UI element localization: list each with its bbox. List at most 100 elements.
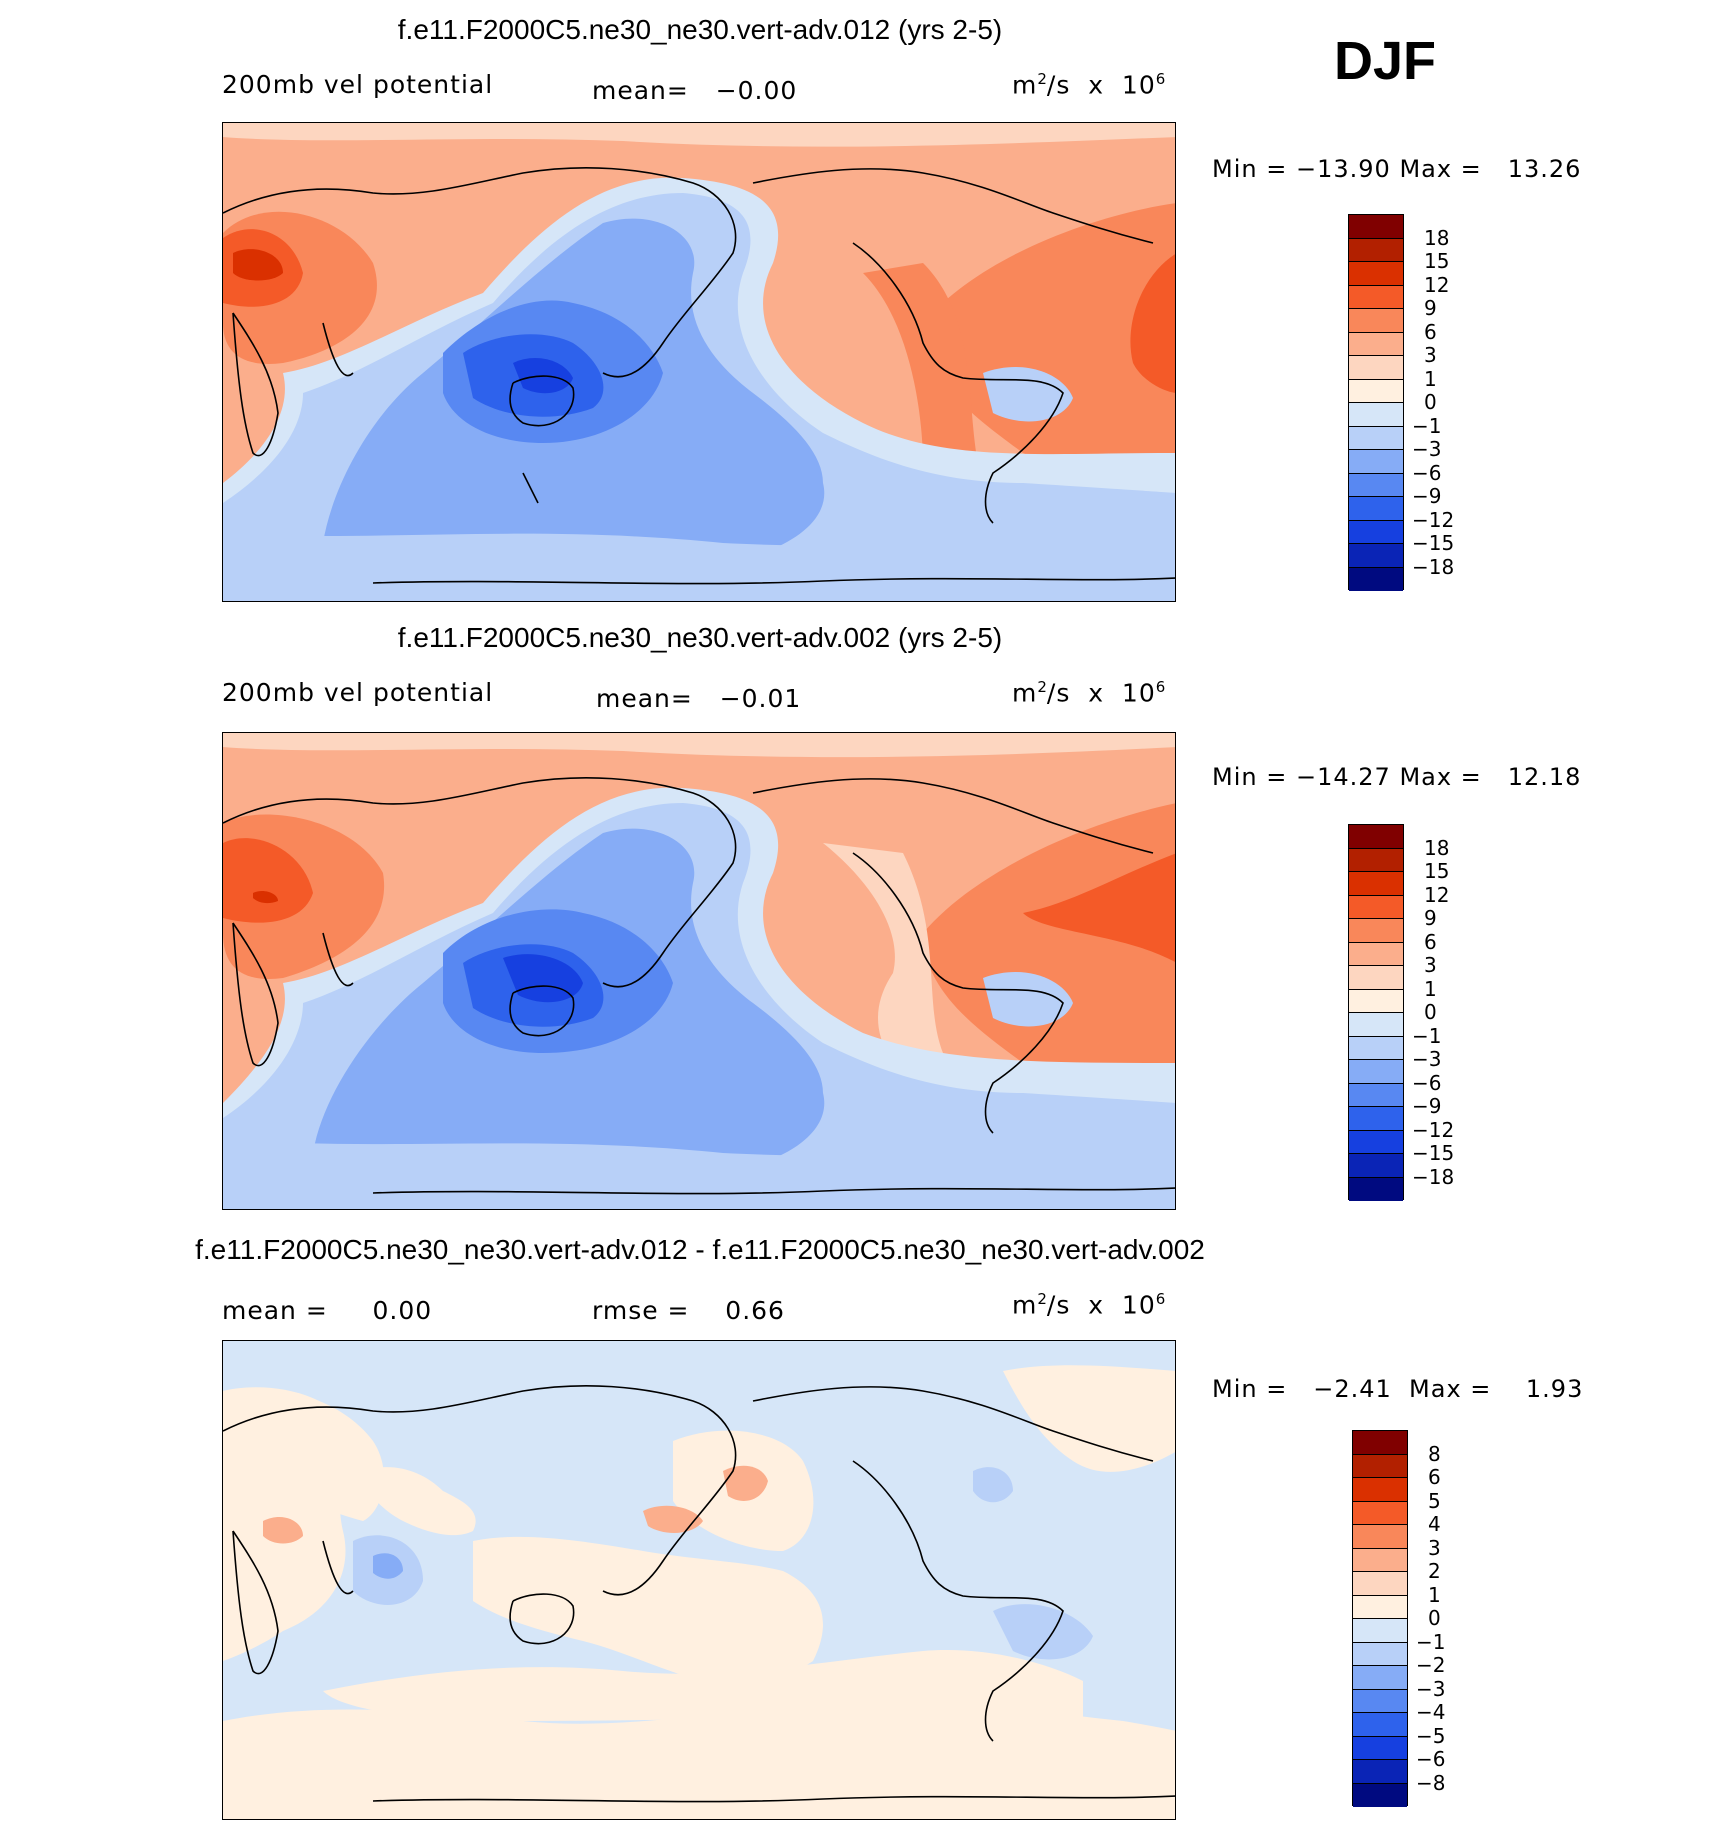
- contour-middle-east-core: [233, 249, 283, 281]
- colorbar-swatch: [1349, 309, 1403, 333]
- colorbar-swatch: [1349, 895, 1403, 919]
- mean-label: mean =: [222, 1296, 328, 1325]
- colorbar-swatch: [1349, 332, 1403, 356]
- contour-sa-blue: [983, 972, 1073, 1027]
- colorbar-swatch: [1353, 1525, 1407, 1549]
- map-top: [222, 122, 1176, 602]
- coastlines: [223, 776, 1175, 1195]
- colorbar-swatch: [1349, 1177, 1403, 1201]
- colorbar-label: 9: [1424, 296, 1437, 320]
- colorbar-swatch: [1349, 403, 1403, 427]
- contour-antarctic: [223, 533, 1175, 601]
- colorbar-label: −15: [1412, 531, 1455, 555]
- contour-arctic: [223, 733, 1175, 758]
- units-label: m2/s x 106: [1012, 70, 1166, 100]
- contour-caribbean-neg: [973, 1467, 1013, 1503]
- contour-middle-east-core: [253, 890, 278, 904]
- colorbar-label: −1: [1412, 1023, 1442, 1048]
- rmse-stat: rmse = 0.66: [592, 1296, 785, 1325]
- colorbar-label: −6: [1412, 460, 1442, 485]
- colorbar-swatch: [1349, 1154, 1403, 1178]
- colorbar-label: 9: [1424, 906, 1437, 930]
- colorbar-label: −3: [1416, 1676, 1446, 1701]
- colorbar-swatch: [1349, 356, 1403, 380]
- colorbar-label: −6: [1416, 1747, 1446, 1771]
- mean-label: mean=: [596, 684, 693, 713]
- colorbar-swatch: [1349, 966, 1403, 990]
- colorbar-swatch: [1353, 1454, 1407, 1478]
- contour-india-pos: [363, 1467, 476, 1536]
- colorbar-swatch: [1349, 1107, 1403, 1131]
- colorbar-label: 15: [1424, 249, 1450, 273]
- colorbar-swatch: [1349, 942, 1403, 966]
- map-bottom: [222, 1340, 1176, 1820]
- colorbar-label: −3: [1412, 437, 1442, 461]
- panel-title: f.e11.F2000C5.ne30_ne30.vert-adv.012 (yr…: [397, 14, 1003, 45]
- contour-americas: [863, 263, 983, 511]
- colorbar-label: 18: [1424, 835, 1450, 860]
- min-max-stat: Min = −2.41 Max = 1.93: [1212, 1375, 1584, 1403]
- max-value: 12.18: [1507, 763, 1582, 791]
- colorbar-label: 6: [1428, 1465, 1441, 1489]
- colorbar-label: 15: [1424, 859, 1450, 883]
- colorbar-label: 12: [1424, 272, 1450, 297]
- colorbar-label: −4: [1416, 1700, 1446, 1724]
- colorbar-label: −18: [1412, 554, 1455, 579]
- colorbar-swatch: [1349, 215, 1403, 239]
- contour-south-pos: [223, 1698, 1175, 1819]
- colorbar-label: 1: [1428, 1582, 1441, 1607]
- rmse-value: 0.66: [725, 1296, 785, 1325]
- colorbar-label: −12: [1412, 1117, 1455, 1142]
- colorbar-label: 1: [1424, 976, 1437, 1001]
- colorbar-swatch: [1349, 1060, 1403, 1084]
- colorbar-label: 0: [1424, 390, 1437, 414]
- colorbar-label: 2: [1428, 1559, 1441, 1583]
- contour-sa-neg: [993, 1604, 1093, 1660]
- variable-label: 200mb vel potential: [222, 678, 494, 707]
- colorbar-swatch: [1349, 825, 1403, 849]
- contour-americas-pale: [823, 843, 945, 1082]
- map-middle-svg: [223, 733, 1175, 1209]
- colorbar-label: −8: [1416, 1770, 1446, 1795]
- colorbar-swatch: [1353, 1548, 1407, 1572]
- colorbar-swatch: [1349, 262, 1403, 286]
- colorbar-label: −1: [1412, 413, 1442, 438]
- colorbar-swatch: [1349, 872, 1403, 896]
- panel-middle: f.e11.F2000C5.ne30_ne30.vert-adv.002 (yr…: [0, 608, 1710, 1210]
- contour-eurasia-pos: [223, 1388, 384, 1521]
- colorbar-swatch: [1353, 1478, 1407, 1502]
- rmse-label: rmse =: [592, 1296, 690, 1325]
- colorbar-label: 3: [1424, 343, 1437, 367]
- colorbar-swatch: [1349, 450, 1403, 474]
- map-top-svg: [223, 123, 1175, 601]
- mean-stat: mean= −0.00: [592, 76, 797, 105]
- colorbar-label: −9: [1412, 1094, 1442, 1118]
- colorbar-swatch: [1349, 238, 1403, 262]
- variable-label: 200mb vel potential: [222, 70, 494, 99]
- map-bottom-svg: [223, 1341, 1175, 1819]
- contour-atlantic-pos: [1003, 1365, 1175, 1472]
- colorbar-swatch: [1349, 520, 1403, 544]
- coastlines: [223, 1384, 1175, 1803]
- panel-title: f.e11.F2000C5.ne30_ne30.vert-adv.012 - f…: [195, 1234, 1205, 1265]
- contour-pacific-pos3: [643, 1505, 703, 1533]
- colorbar-label: 12: [1424, 882, 1450, 907]
- panel-bottom: f.e11.F2000C5.ne30_ne30.vert-adv.012 - f…: [0, 1220, 1710, 1836]
- contour-maritime-pos: [473, 1536, 823, 1685]
- colorbar-label: 0: [1424, 1000, 1437, 1024]
- colorbar-swatch: [1349, 1036, 1403, 1060]
- colorbar-swatch: [1349, 919, 1403, 943]
- mean-label: mean=: [592, 76, 689, 105]
- season-label: DJF: [1334, 31, 1437, 91]
- colorbar-swatch: [1349, 848, 1403, 872]
- contour-southern-ocean-pos: [323, 1650, 1083, 1721]
- map-middle: [222, 732, 1176, 1210]
- colorbar-label: 18: [1424, 225, 1450, 250]
- colorbar-label: −12: [1412, 507, 1455, 532]
- colorbar-swatch: [1353, 1595, 1407, 1619]
- contour-atlantic-high: [923, 203, 1175, 503]
- colorbar-label: 8: [1428, 1441, 1441, 1466]
- colorbar-swatch: [1353, 1642, 1407, 1666]
- contour-indian-neg2: [373, 1553, 403, 1579]
- colorbar-label: −15: [1412, 1141, 1455, 1165]
